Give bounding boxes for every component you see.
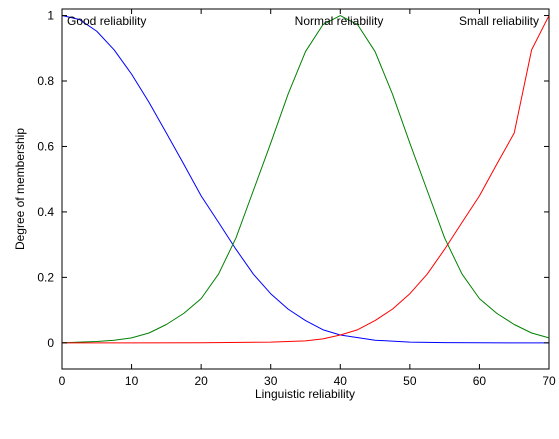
curve-annotation-3: Small reliability	[459, 14, 539, 28]
y-tick-label: 0.4	[37, 205, 54, 219]
y-tick-label: 0	[47, 336, 54, 350]
series-layer	[61, 15, 550, 344]
x-tick-label: 40	[334, 374, 348, 388]
y-axis-label: Degree of membership	[13, 128, 27, 250]
y-tick-label: 1	[47, 9, 54, 23]
y-tick-label: 0.8	[37, 74, 54, 88]
series-line-3	[62, 15, 550, 344]
x-tick-label: 70	[542, 374, 556, 388]
y-ticks: 0 0.2 0.4 0.6 0.8 1	[37, 9, 549, 350]
x-tick-label: 30	[264, 374, 278, 388]
x-tick-label: 0	[59, 374, 66, 388]
series-line-2	[61, 15, 550, 344]
plot-area-frame	[61, 8, 550, 370]
x-ticks: 0 10 20 30 40 50 60 70	[59, 9, 556, 388]
series-line-1	[61, 15, 549, 344]
y-tick-label: 0.6	[37, 139, 54, 153]
x-tick-label: 60	[473, 374, 487, 388]
y-tick-label: 0.2	[37, 270, 54, 284]
curve-annotation-2: Normal reliability	[295, 14, 384, 28]
x-tick-label: 50	[403, 374, 417, 388]
curve-annotation-1: Good reliability	[67, 14, 146, 28]
x-axis-label: Linguistic reliability	[255, 387, 355, 401]
x-tick-label: 20	[194, 374, 208, 388]
curve-annotations: Good reliability Normal reliability Small …	[67, 14, 539, 28]
x-tick-label: 10	[125, 374, 139, 388]
